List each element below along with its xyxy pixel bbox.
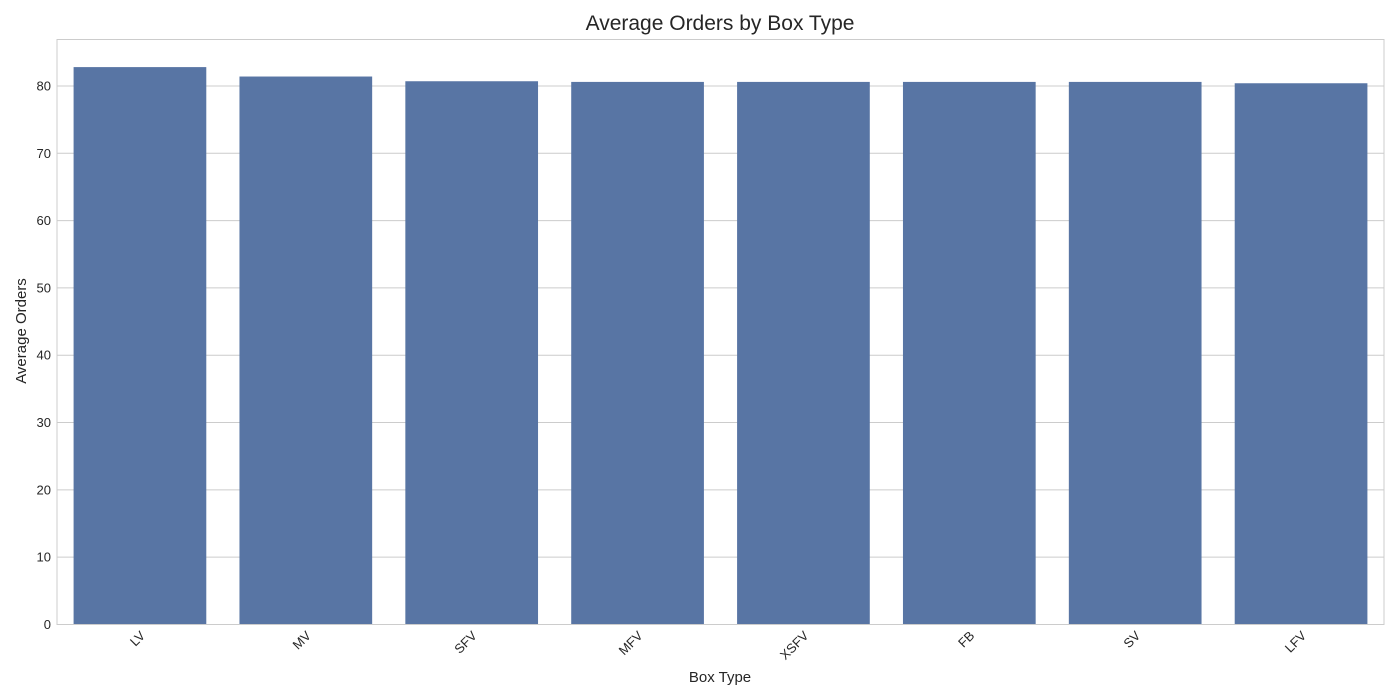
bar-lfv (1234, 83, 1368, 625)
x-tick-label: SV (1120, 628, 1143, 651)
bar-mv (239, 76, 373, 625)
y-tick-label: 70 (37, 146, 51, 161)
bar-xsfv (737, 81, 870, 625)
y-tick-label: 40 (37, 348, 51, 363)
x-axis-ticks: LV MV SFV MFV XSFV FB SV LFV (127, 628, 1310, 663)
y-tick-label: 0 (44, 617, 51, 632)
bar-mfv (571, 81, 704, 625)
x-tick-label: MFV (616, 628, 646, 658)
bars (73, 67, 1368, 625)
x-tick-label: XSFV (777, 628, 812, 663)
x-tick-label: MV (290, 628, 315, 653)
y-tick-label: 80 (37, 78, 51, 93)
y-tick-label: 20 (37, 482, 51, 497)
y-axis-label: Average Orders (13, 278, 30, 384)
x-tick-label: LFV (1282, 628, 1310, 656)
y-tick-label: 10 (37, 550, 51, 565)
bar-sv (1068, 81, 1202, 625)
bar-sfv (405, 81, 539, 625)
x-tick-label: LV (127, 628, 148, 649)
y-tick-label: 30 (37, 415, 51, 430)
y-tick-label: 60 (37, 213, 51, 228)
bar-lv (73, 67, 207, 625)
x-axis-label: Box Type (689, 669, 751, 686)
chart-title: Average Orders by Box Type (586, 12, 855, 35)
x-tick-label: SFV (451, 628, 480, 657)
x-tick-label: FB (955, 628, 977, 650)
bar-fb (902, 81, 1036, 625)
y-tick-label: 50 (37, 280, 51, 295)
y-axis-ticks: 0 10 20 30 40 50 60 70 80 (37, 78, 51, 632)
plot-frame (56, 39, 1385, 625)
